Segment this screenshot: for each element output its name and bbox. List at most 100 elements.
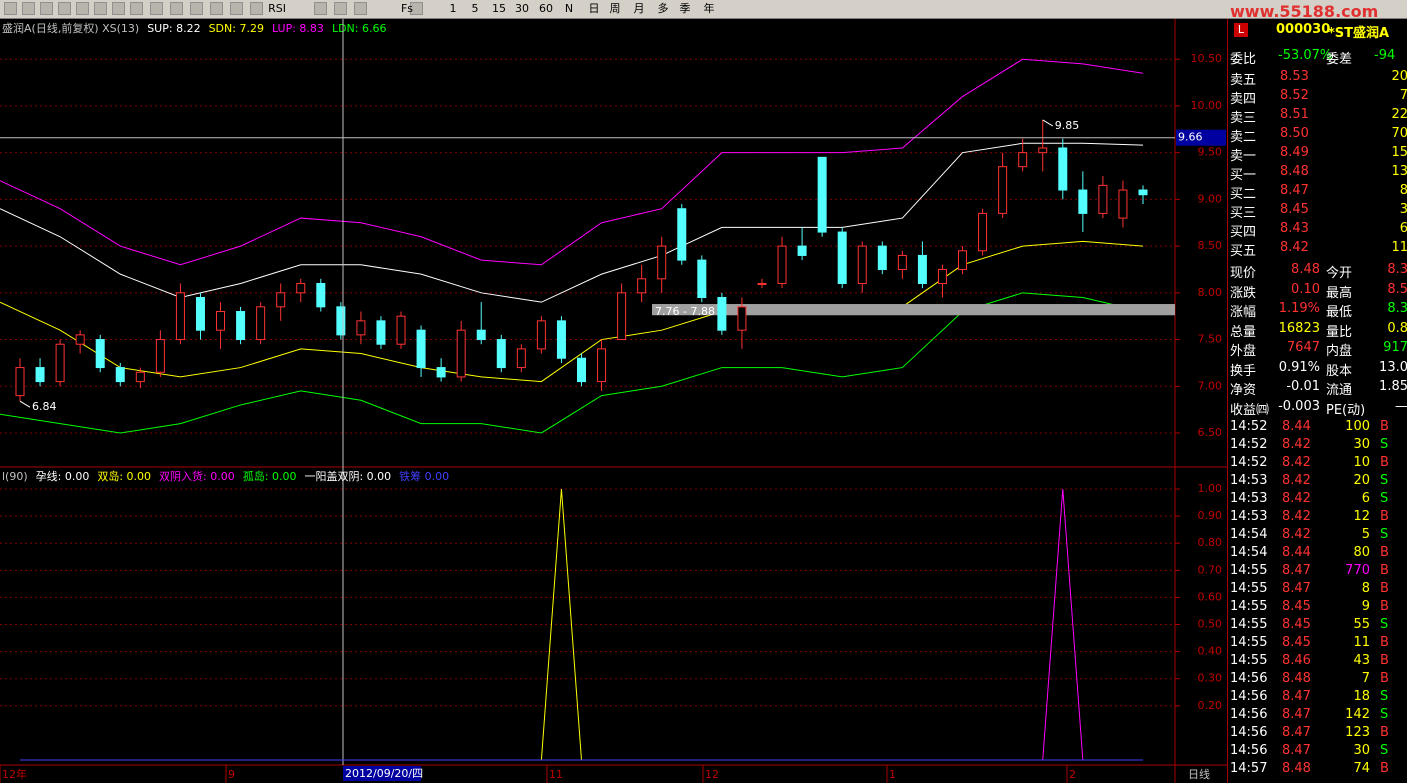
toolbar-icon — [314, 2, 327, 15]
book-price: 8.51 — [1280, 107, 1309, 122]
y-tick-label: 0.50 — [1198, 618, 1223, 631]
trade-side: B — [1380, 761, 1389, 776]
candle-body — [15, 367, 25, 397]
stat-cell: 现价 — [1230, 266, 1257, 281]
book-label: 买一 — [1230, 168, 1257, 183]
candle-body — [436, 367, 446, 378]
toolbar-icon — [4, 2, 17, 15]
trade-side: B — [1380, 671, 1389, 686]
toolbar-button[interactable]: 年 — [703, 2, 715, 15]
book-volume: 20 — [1391, 69, 1407, 84]
toolbar-button[interactable]: 15 — [492, 2, 506, 15]
toolbar-button[interactable]: N — [564, 2, 574, 15]
candle-body — [817, 156, 827, 233]
candle-body — [456, 329, 466, 378]
trade-volume: 11 — [1353, 635, 1370, 650]
book-price: 8.53 — [1280, 69, 1309, 84]
trade-price: 8.48 — [1282, 671, 1311, 686]
trade-side: S — [1380, 527, 1389, 542]
trade-time: 14:56 — [1230, 671, 1268, 686]
stat-cell: 外盘 — [1230, 344, 1257, 359]
chart-header: LUP: 8.83 — [272, 22, 324, 35]
stat-cell: 最高 — [1326, 285, 1353, 301]
toolbar-button[interactable]: 1 — [449, 2, 457, 15]
toolbar-button[interactable]: 多 — [657, 2, 669, 15]
toolbar-icon — [76, 2, 89, 15]
trade-volume: 123 — [1345, 725, 1370, 740]
candle-body — [1138, 189, 1148, 196]
book-label: 买五 — [1230, 244, 1257, 259]
toolbar-button[interactable]: Fs — [400, 2, 414, 15]
trade-price: 8.46 — [1282, 653, 1311, 668]
annotation-pointer — [1042, 119, 1053, 127]
trade-price: 8.45 — [1282, 635, 1311, 650]
x-tick-label: 12 — [705, 768, 719, 781]
book-volume: 22 — [1391, 107, 1407, 122]
book-label: 买二 — [1230, 187, 1257, 202]
trade-volume: 30 — [1353, 437, 1370, 452]
trade-side: B — [1380, 419, 1389, 434]
toolbar-button[interactable]: 5 — [471, 2, 479, 15]
y-tick-label: 9.00 — [1198, 192, 1223, 205]
candle-body — [998, 166, 1008, 214]
candle-body — [155, 339, 165, 373]
trade-price: 8.42 — [1282, 473, 1311, 488]
trade-volume: 9 — [1361, 599, 1370, 614]
trade-time: 14:57 — [1230, 761, 1268, 776]
trade-price: 8.48 — [1282, 761, 1311, 776]
candle-body — [296, 282, 306, 294]
trade-time: 14:54 — [1230, 545, 1268, 560]
stat-cell: 量比 — [1326, 324, 1353, 340]
book-price: 8.49 — [1280, 145, 1309, 160]
trade-volume: 55 — [1353, 617, 1370, 632]
book-volume: 70 — [1391, 126, 1407, 141]
trade-side: B — [1380, 581, 1389, 596]
toolbar-icon — [230, 2, 243, 15]
candle-body — [637, 278, 647, 294]
stat-cell: PE(动) — [1326, 402, 1366, 418]
trade-time: 14:56 — [1230, 707, 1268, 722]
toolbar-button[interactable]: 月 — [633, 2, 645, 15]
trade-time: 14:55 — [1230, 653, 1268, 668]
trade-price: 8.47 — [1282, 707, 1311, 722]
candle-body — [857, 245, 867, 284]
y-tick-label: 0.20 — [1198, 699, 1223, 712]
trade-time: 14:53 — [1230, 509, 1268, 524]
y-tick-label: 0.90 — [1198, 509, 1223, 522]
candle-body — [175, 292, 185, 341]
stat-cell: -0.01 — [1286, 379, 1320, 394]
indicator-header: 孕线: 0.00 — [36, 469, 90, 483]
book-volume: 13 — [1391, 164, 1407, 179]
candle-body — [937, 268, 947, 284]
book-label: 买三 — [1230, 206, 1257, 221]
trade-side: B — [1380, 599, 1389, 614]
trade-volume: 8 — [1361, 581, 1370, 596]
trade-volume: 5 — [1361, 527, 1370, 542]
book-label: 卖二 — [1230, 130, 1257, 145]
candle-body — [1098, 184, 1108, 214]
trade-time: 14:56 — [1230, 743, 1268, 758]
trade-price: 8.45 — [1282, 617, 1311, 632]
indicator-header: l(90) — [2, 470, 28, 483]
toolbar-button[interactable]: 30 — [515, 2, 529, 15]
trade-side: S — [1380, 473, 1389, 488]
date-box — [343, 766, 421, 781]
y-tick-label: 0.60 — [1198, 590, 1223, 603]
candle-body — [216, 311, 226, 331]
trade-volume: 30 — [1353, 743, 1370, 758]
toolbar-button[interactable]: 日 — [588, 2, 600, 15]
toolbar-button[interactable]: 60 — [539, 2, 553, 15]
trade-volume: 80 — [1353, 545, 1370, 560]
toolbar-button[interactable]: 季 — [679, 2, 691, 15]
candle-body — [757, 282, 767, 285]
toolbar-button[interactable]: 周 — [609, 2, 621, 15]
toolbar-icon — [40, 2, 53, 15]
trade-time: 14:56 — [1230, 725, 1268, 740]
toolbar-button[interactable]: RSI — [268, 2, 286, 15]
crosshair-price: 9.66 — [1178, 131, 1203, 144]
stat-cell: 内盘 — [1326, 344, 1353, 359]
y-tick-label: 10.50 — [1191, 52, 1223, 65]
stat-cell: 8.3 — [1387, 262, 1407, 277]
candle-body — [135, 371, 145, 383]
